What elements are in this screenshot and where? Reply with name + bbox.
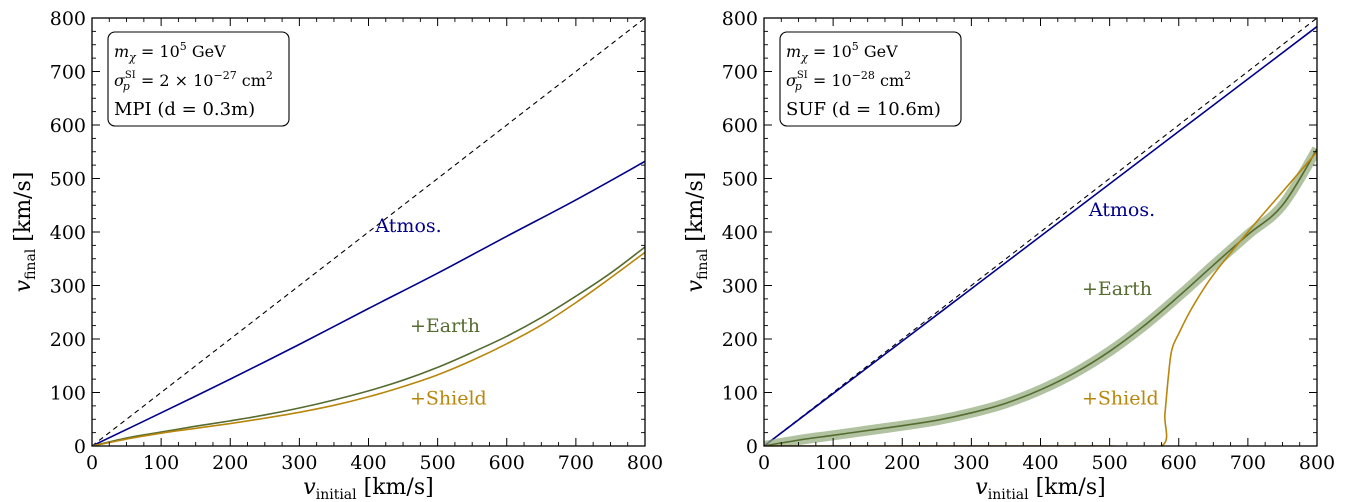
x-tick-label: 100 [143, 452, 179, 474]
y-tick-label: 300 [50, 276, 86, 298]
y-tick-label: 500 [50, 169, 86, 191]
y-tick-label: 300 [722, 276, 758, 298]
x-tick-label: 200 [212, 452, 248, 474]
x-tick-label: 300 [281, 452, 317, 474]
plot-area [764, 18, 1317, 446]
y-tick-label: 0 [746, 436, 758, 458]
legend-detector: SUF (d = 10.6m) [786, 99, 941, 120]
legend-detector: MPI (d = 0.3m) [114, 99, 255, 120]
series-shield-line [764, 151, 1317, 446]
series-label-earth: +Earth [1082, 278, 1152, 300]
series-label-shield: +Shield [1082, 387, 1159, 409]
series-earth-line [764, 148, 1317, 446]
series-label-shield: +Shield [410, 387, 487, 409]
series-earth-line [92, 246, 645, 446]
x-tick-label: 800 [627, 452, 663, 474]
x-tick-label: 600 [1161, 452, 1197, 474]
series-label-atmos: Atmos. [374, 215, 441, 237]
plot-area [92, 18, 645, 446]
ticks [91, 17, 646, 447]
series-label-earth: +Earth [410, 315, 480, 337]
y-axis-label: vfinal [km/s] [683, 172, 711, 293]
y-tick-label: 600 [50, 115, 86, 137]
legend-box: mχ = 105 GeV σSI p = 10−28 cm2 SUF (d = 10.… [779, 31, 962, 127]
legend-mass: mχ = 105 GeV [114, 40, 226, 64]
series-atmos-line [764, 25, 1317, 446]
x-tick-label: 700 [558, 452, 594, 474]
legend-frame [107, 31, 290, 127]
x-tick-label: 0 [758, 452, 770, 474]
x-axis-label: vinitial [km/s] [303, 475, 433, 502]
y-tick-label: 200 [50, 329, 86, 351]
chart-panel-1: Atmos. +Earth +Shield 0 100 200 300 400 500 600 70… [11, 8, 663, 502]
y-tick-label: 400 [722, 222, 758, 244]
x-tick-label: 800 [1299, 452, 1335, 474]
y-tick-label: 700 [50, 62, 86, 84]
y-tick-label: 400 [50, 222, 86, 244]
x-tick-label: 200 [884, 452, 920, 474]
y-tick-label: 800 [50, 8, 86, 30]
legend-cross-section: σSI p = 2 × 10−27 cm2 [114, 69, 273, 93]
series-earth-band [764, 146, 1317, 446]
x-tick-label: 400 [1022, 452, 1058, 474]
x-tick-label: 500 [419, 452, 455, 474]
legend-mass: mχ = 105 GeV [786, 40, 898, 64]
y-tick-label: 700 [722, 62, 758, 84]
y-tick-label: 500 [722, 169, 758, 191]
y-tick-label: 200 [722, 329, 758, 351]
x-tick-label: 0 [86, 452, 98, 474]
y-tick-label: 600 [722, 115, 758, 137]
series-shield-line [92, 251, 645, 446]
y-tick-label: 100 [722, 383, 758, 405]
x-axis-label: vinitial [km/s] [975, 475, 1105, 502]
y-tick-label: 0 [74, 436, 86, 458]
x-tick-label: 600 [489, 452, 525, 474]
y-axis-label: vfinal [km/s] [11, 172, 39, 293]
legend-box: mχ = 105 GeV σSI p = 2 × 10−27 cm2 MPI (d =… [107, 31, 290, 127]
x-tick-label: 700 [1230, 452, 1266, 474]
chart-panel-2: Atmos. +Earth +Shield 0 100 200 300 400 500 600 70… [683, 8, 1335, 502]
series-atmos-line [92, 160, 645, 446]
x-tick-label: 100 [815, 452, 851, 474]
ticks [763, 17, 1318, 447]
y-tick-label: 100 [50, 383, 86, 405]
series-label-atmos: Atmos. [1088, 199, 1155, 221]
y-tick-label: 800 [722, 8, 758, 30]
x-tick-label: 500 [1091, 452, 1127, 474]
x-tick-label: 400 [350, 452, 386, 474]
x-tick-label: 300 [953, 452, 989, 474]
legend-frame [779, 31, 962, 127]
legend-cross-section: σSI p = 10−28 cm2 [786, 69, 911, 93]
